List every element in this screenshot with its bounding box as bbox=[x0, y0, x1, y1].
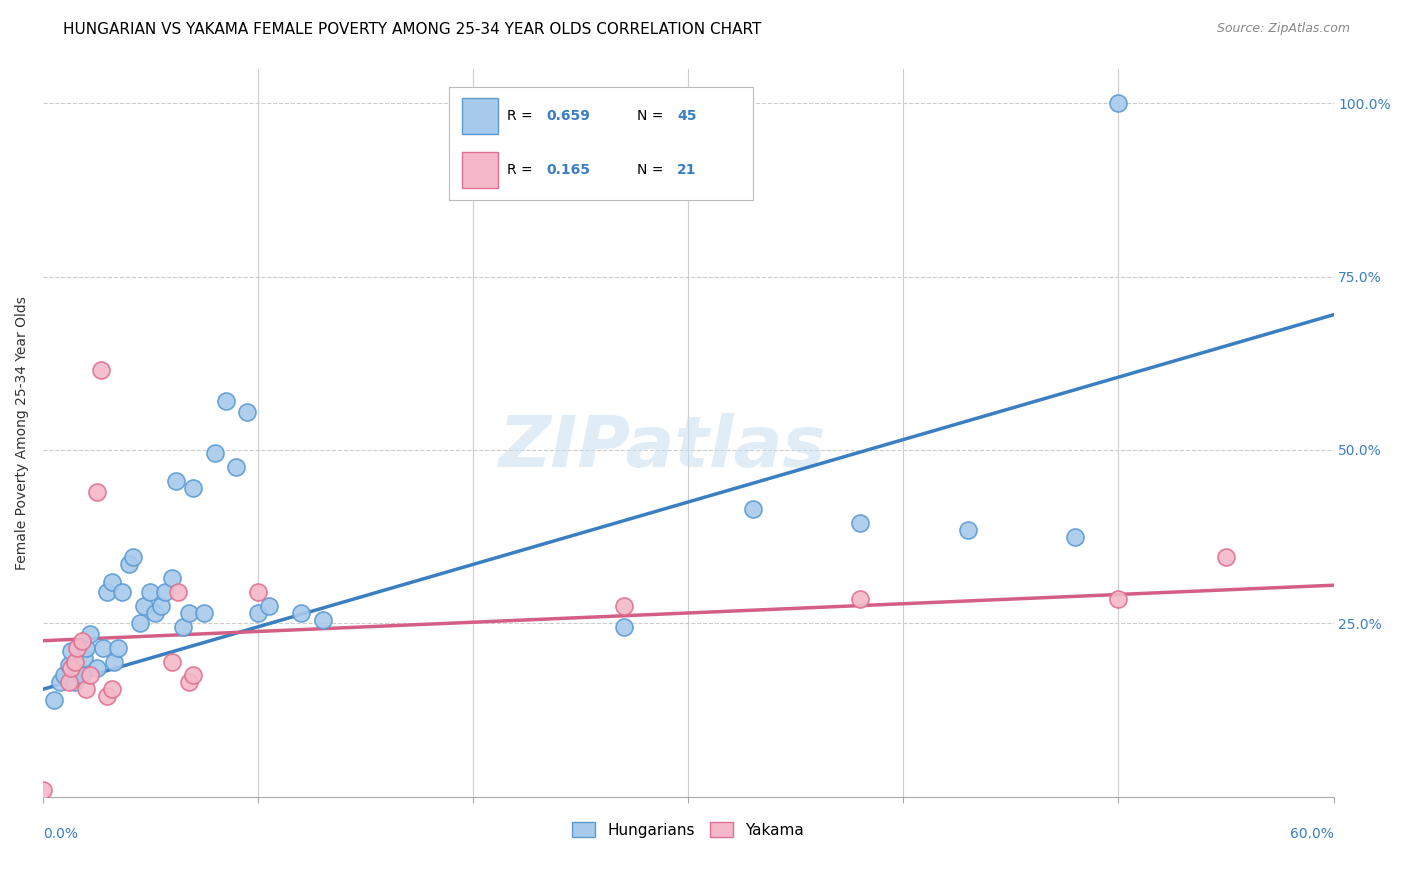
Point bbox=[160, 655, 183, 669]
Text: 0.0%: 0.0% bbox=[44, 827, 77, 841]
Point bbox=[32, 782, 55, 797]
Point bbox=[96, 585, 118, 599]
Point bbox=[70, 633, 93, 648]
Point bbox=[183, 481, 205, 495]
Point bbox=[118, 558, 141, 572]
Point bbox=[63, 675, 86, 690]
Point bbox=[59, 644, 82, 658]
Point bbox=[103, 655, 125, 669]
Point bbox=[73, 651, 96, 665]
Point bbox=[150, 599, 173, 613]
Point bbox=[1107, 592, 1129, 607]
Text: 60.0%: 60.0% bbox=[1289, 827, 1333, 841]
Legend: Hungarians, Yakama: Hungarians, Yakama bbox=[567, 815, 810, 844]
Point bbox=[1107, 96, 1129, 111]
Point bbox=[58, 675, 80, 690]
Point bbox=[42, 692, 65, 706]
Point bbox=[1064, 530, 1087, 544]
Y-axis label: Female Poverty Among 25-34 Year Olds: Female Poverty Among 25-34 Year Olds bbox=[15, 296, 30, 570]
Point bbox=[100, 682, 122, 697]
Point bbox=[956, 523, 979, 537]
Point bbox=[849, 592, 872, 607]
Point bbox=[193, 606, 215, 620]
Point bbox=[75, 640, 97, 655]
Point bbox=[86, 484, 108, 499]
Point bbox=[160, 571, 183, 585]
Point bbox=[257, 599, 280, 613]
Point bbox=[155, 585, 177, 599]
Point bbox=[311, 613, 333, 627]
Text: Source: ZipAtlas.com: Source: ZipAtlas.com bbox=[1216, 22, 1350, 36]
Point bbox=[246, 585, 269, 599]
Point bbox=[63, 655, 86, 669]
Point bbox=[107, 640, 129, 655]
Point bbox=[849, 516, 872, 530]
Point bbox=[179, 606, 201, 620]
Point bbox=[172, 620, 194, 634]
Point bbox=[79, 627, 101, 641]
Point bbox=[167, 585, 190, 599]
Point bbox=[49, 675, 72, 690]
Point bbox=[86, 661, 108, 675]
Text: ZIPatlas: ZIPatlas bbox=[499, 413, 827, 482]
Point bbox=[132, 599, 155, 613]
Point bbox=[90, 363, 112, 377]
Point bbox=[246, 606, 269, 620]
Point bbox=[122, 550, 145, 565]
Point bbox=[225, 460, 247, 475]
Point bbox=[139, 585, 162, 599]
Point bbox=[165, 474, 187, 488]
Point bbox=[179, 675, 201, 690]
Point bbox=[53, 668, 76, 682]
Point bbox=[215, 394, 238, 409]
Point bbox=[58, 658, 80, 673]
Point bbox=[290, 606, 312, 620]
Point bbox=[70, 668, 93, 682]
Point bbox=[100, 574, 122, 589]
Point bbox=[79, 668, 101, 682]
Point bbox=[91, 640, 114, 655]
Point bbox=[111, 585, 134, 599]
Point bbox=[75, 682, 97, 697]
Point bbox=[613, 599, 636, 613]
Point bbox=[183, 668, 205, 682]
Point bbox=[59, 661, 82, 675]
Text: HUNGARIAN VS YAKAMA FEMALE POVERTY AMONG 25-34 YEAR OLDS CORRELATION CHART: HUNGARIAN VS YAKAMA FEMALE POVERTY AMONG… bbox=[63, 22, 762, 37]
Point bbox=[1215, 550, 1237, 565]
Point bbox=[204, 446, 226, 460]
Point bbox=[66, 640, 89, 655]
Point bbox=[613, 620, 636, 634]
Point bbox=[128, 616, 150, 631]
Point bbox=[236, 405, 259, 419]
Point bbox=[96, 689, 118, 703]
Point bbox=[143, 606, 166, 620]
Point bbox=[741, 502, 763, 516]
